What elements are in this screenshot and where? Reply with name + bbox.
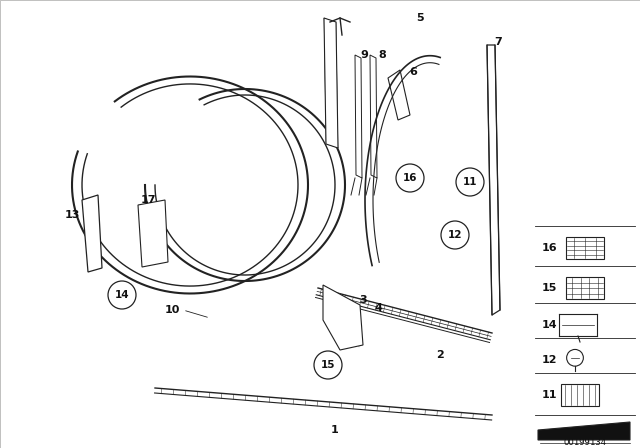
Text: OO199134: OO199134 (563, 438, 607, 447)
FancyBboxPatch shape (566, 237, 604, 259)
Polygon shape (138, 200, 168, 267)
Text: 9: 9 (360, 50, 368, 60)
Polygon shape (355, 55, 362, 178)
Text: 6: 6 (409, 67, 417, 77)
Text: 15: 15 (542, 283, 557, 293)
Text: 8: 8 (378, 50, 386, 60)
Text: 10: 10 (164, 305, 180, 315)
Text: 14: 14 (542, 320, 557, 330)
Text: 16: 16 (403, 173, 417, 183)
Text: 13: 13 (64, 210, 80, 220)
Polygon shape (370, 55, 377, 178)
FancyBboxPatch shape (561, 384, 599, 406)
Polygon shape (82, 195, 102, 272)
FancyBboxPatch shape (566, 277, 604, 299)
Polygon shape (324, 18, 338, 148)
Text: 2: 2 (436, 350, 444, 360)
Text: 11: 11 (463, 177, 477, 187)
Text: 4: 4 (374, 303, 382, 313)
Text: 1: 1 (331, 425, 339, 435)
Text: 3: 3 (359, 295, 367, 305)
Text: 12: 12 (542, 355, 557, 365)
Polygon shape (323, 285, 363, 350)
Polygon shape (538, 422, 630, 440)
Text: 12: 12 (448, 230, 462, 240)
Text: 14: 14 (115, 290, 129, 300)
Polygon shape (487, 45, 500, 315)
Polygon shape (388, 70, 410, 120)
Text: 11: 11 (542, 390, 557, 400)
Text: 5: 5 (416, 13, 424, 23)
Text: 17: 17 (140, 195, 156, 205)
Text: 7: 7 (494, 37, 502, 47)
Text: 15: 15 (321, 360, 335, 370)
Text: 16: 16 (542, 243, 557, 253)
